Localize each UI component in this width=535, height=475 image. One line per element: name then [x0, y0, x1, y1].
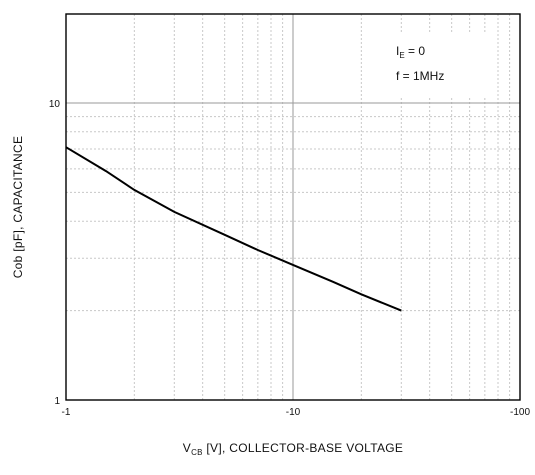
series-line-cob: [65, 146, 402, 312]
tick-labels: -1 -10 -100 1 10: [49, 99, 531, 418]
y-tick-label: 1: [54, 396, 60, 407]
x-axis-label: VCB [V], COLLECTOR-BASE VOLTAGE: [183, 441, 403, 457]
x-tick-label: -1: [62, 407, 71, 418]
annotation-ie: IE = 0: [396, 44, 425, 60]
y-axis-label: Cob [pF], CAPACITANCE: [11, 136, 25, 279]
y-tick-label: 10: [49, 99, 61, 110]
x-tick-label: -10: [286, 407, 301, 418]
x-tick-label: -100: [510, 407, 530, 418]
annotation-frequency: f = 1MHz: [396, 69, 444, 83]
annotation-background: [385, 32, 495, 98]
plot-frame: [65, 13, 521, 401]
